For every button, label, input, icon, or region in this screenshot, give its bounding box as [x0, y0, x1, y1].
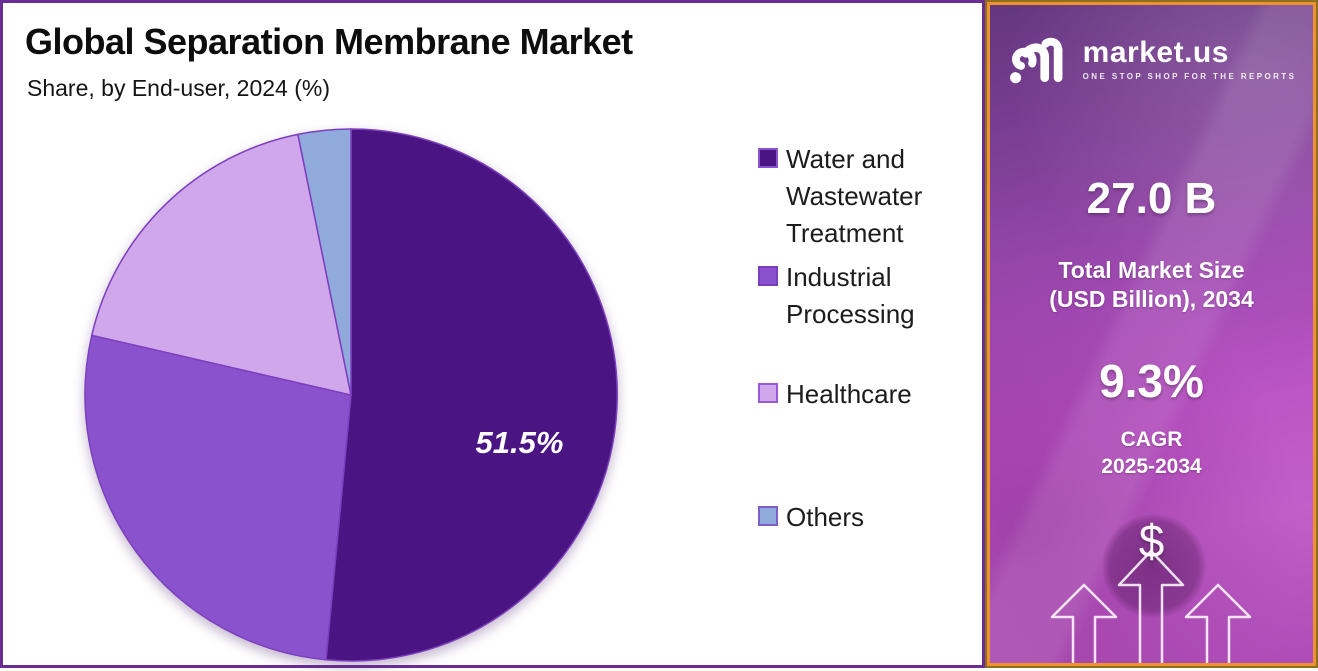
- pie-data-label: 51.5%: [476, 425, 564, 460]
- stat-cagr-value: 9.3%: [1099, 355, 1204, 407]
- pie-slice-industrial-processing: [84, 334, 352, 661]
- stat-market-size-label-line1: Total Market Size: [1058, 257, 1245, 283]
- stat-cagr-label-line2: 2025-2034: [1101, 455, 1202, 478]
- legend-item-water-and-wastewater-treatment: Water and Wastewater Treatment: [758, 141, 946, 252]
- pie-slice-healthcare: [90, 133, 352, 396]
- growth-arrow: [1184, 583, 1252, 663]
- stat-cagr-label-line1: CAGR: [1120, 428, 1183, 451]
- stat-market-size-value: 27.0 B: [1086, 174, 1217, 223]
- legend-label: Industrial Processing: [786, 262, 915, 329]
- legend-label: Healthcare: [786, 379, 912, 409]
- legend-label: Water and Wastewater Treatment: [786, 144, 923, 248]
- brand: market.us ONE STOP SHOP FOR THE REPORTS: [987, 32, 1316, 84]
- pie-slice-water-and-wastewater-treatment: [325, 128, 618, 662]
- growth-arrows-icon: [1050, 549, 1252, 663]
- legend-label: Others: [786, 502, 865, 532]
- stat-cagr-label: CAGR 2025-2034: [987, 426, 1316, 480]
- legend-swatch-icon: [758, 148, 778, 168]
- growth-arrow: [1117, 549, 1185, 663]
- pie-chart: 51.5%: [84, 128, 618, 662]
- money-circle-decoration: [1102, 514, 1206, 618]
- pie-slice-others: [297, 128, 352, 396]
- market-us-logo-icon: [1009, 37, 1063, 84]
- chart-panel: Global Separation Membrane Market Share,…: [0, 0, 985, 668]
- chart-subtitle: Share, by End-user, 2024 (%): [27, 75, 330, 101]
- legend-swatch-icon: [758, 506, 778, 526]
- legend-item-healthcare: Healthcare: [758, 376, 946, 413]
- stat-market-size-label: Total Market Size (USD Billion), 2034: [987, 256, 1316, 314]
- chart-title: Global Separation Membrane Market: [25, 21, 633, 62]
- legend-item-others: Others: [758, 499, 946, 536]
- legend: Water and Wastewater Treatment Industrial…: [758, 141, 983, 581]
- stat-market-size-label-line2: (USD Billion), 2034: [1049, 286, 1254, 312]
- brand-tagline: ONE STOP SHOP FOR THE REPORTS: [1082, 71, 1297, 81]
- brand-name: market.us: [1082, 35, 1229, 69]
- legend-item-industrial-processing: Industrial Processing: [758, 259, 946, 333]
- stats-sidebar: market.us ONE STOP SHOP FOR THE REPORTS …: [985, 0, 1318, 668]
- legend-swatch-icon: [758, 266, 778, 286]
- growth-arrow: [1050, 583, 1118, 663]
- legend-swatch-icon: [758, 383, 778, 403]
